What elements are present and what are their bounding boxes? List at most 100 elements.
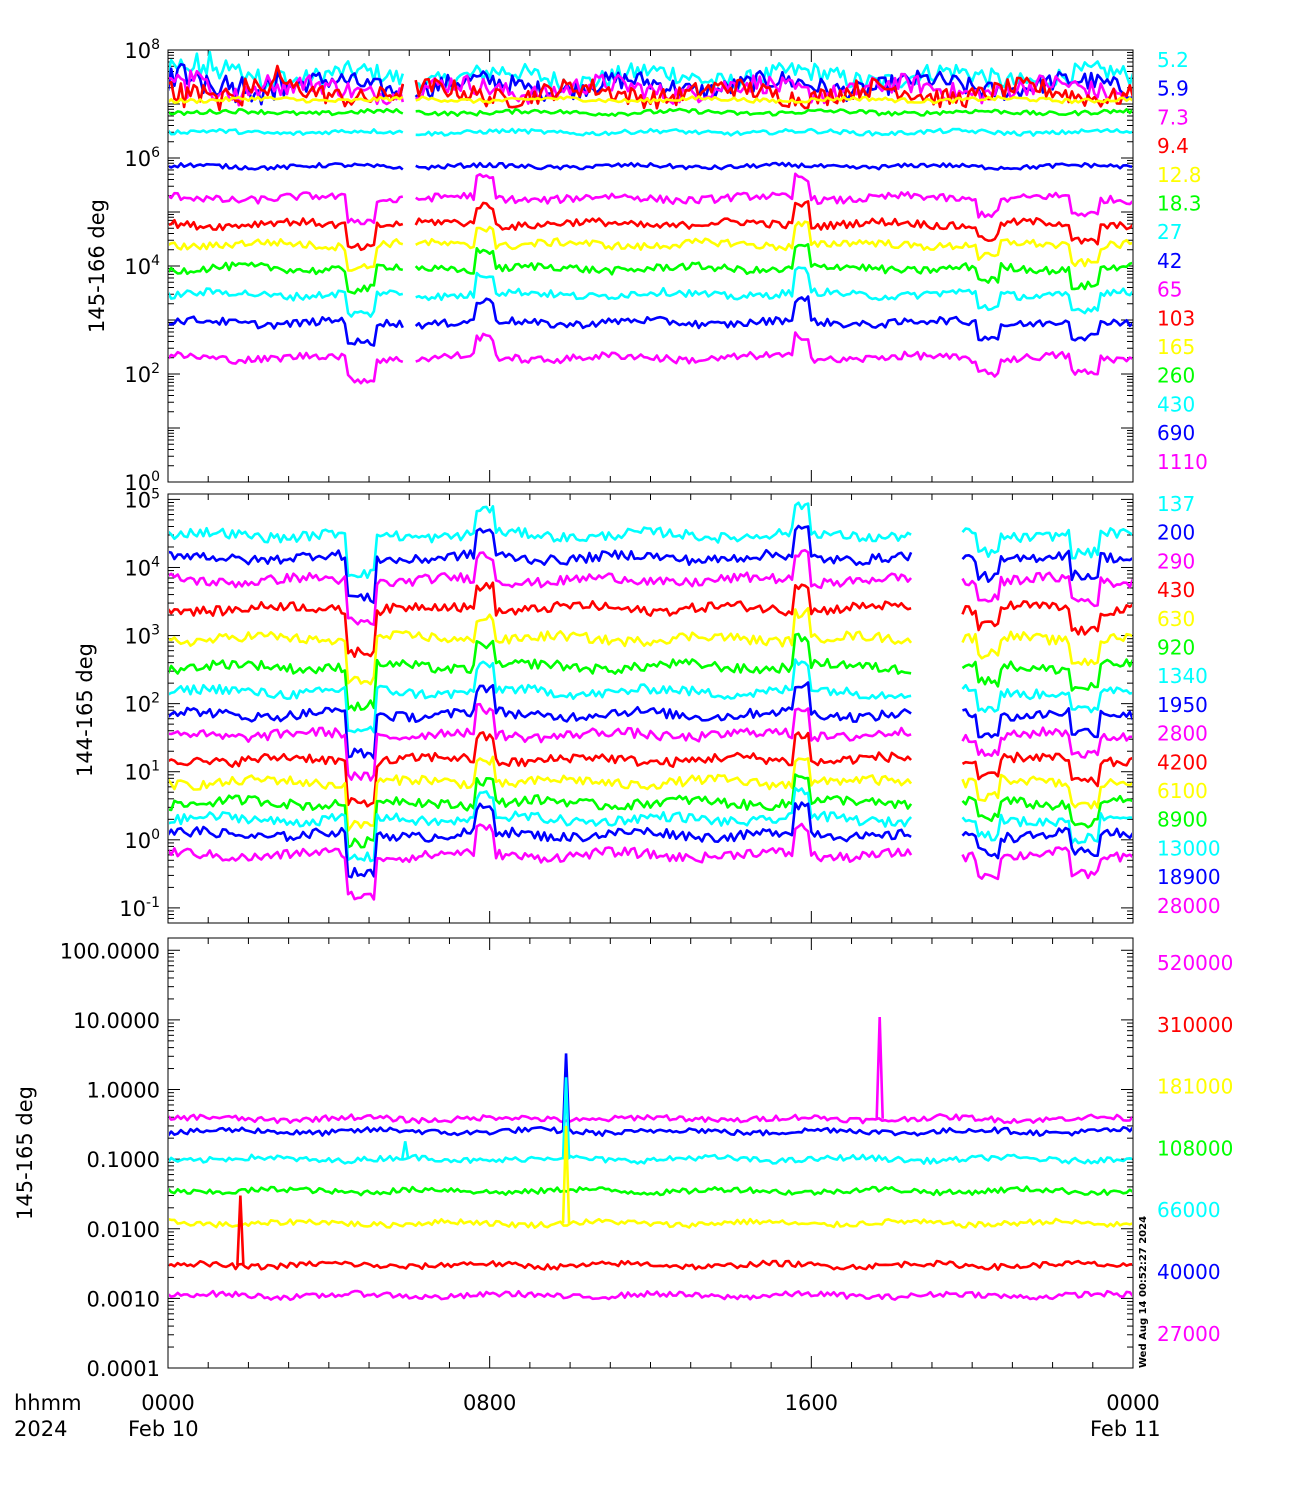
series-line-1110 [169, 331, 1132, 385]
y-tick-label: 102 [124, 361, 160, 387]
series-line-7.3 [169, 69, 1132, 107]
series-line-1950 [169, 681, 1132, 760]
legend-entry: 18900 [1157, 865, 1221, 889]
y-tick-label: 106 [124, 145, 160, 171]
y-tick-label: 100.0000 [60, 939, 160, 963]
legend-entry: 103 [1157, 306, 1195, 330]
spike [400, 1141, 410, 1160]
legend-entry: 520000 [1157, 951, 1233, 975]
series-line-27 [169, 127, 1132, 137]
legend-entry: 40000 [1157, 1260, 1221, 1284]
series-line-18.3 [169, 107, 1132, 117]
series-line-66000 [169, 1153, 1132, 1165]
legend-entry: 1110 [1157, 450, 1208, 474]
legend-entry: 630 [1157, 607, 1195, 631]
series-group [169, 1016, 1132, 1302]
y-tick-label: 0.1000 [87, 1148, 160, 1172]
panels-layer: 100 102 104 106 108 145-166 deg 5.2 5.9 7.3 9.4 12… [13, 37, 1233, 1415]
series-line-310000 [169, 1259, 1132, 1271]
timestamp-stamp: Wed Aug 14 00:52:27 2024 [1138, 1216, 1149, 1368]
series-line-137 [169, 501, 1132, 579]
legend-entry: 1950 [1157, 693, 1208, 717]
x-tick-label: 0000 [1106, 1391, 1159, 1415]
x-tick-label: 0000 [141, 1391, 194, 1415]
legend-entry: 7.3 [1157, 105, 1189, 129]
legend-entry: 920 [1157, 636, 1195, 660]
legend-entry: 27000 [1157, 1322, 1221, 1346]
legend-entry: 6100 [1157, 779, 1208, 803]
series-line-5.2 [169, 51, 1132, 94]
y-tick-label: 0.0100 [87, 1218, 160, 1242]
legend-entry: 165 [1157, 335, 1195, 359]
series-line-108000 [169, 1185, 1132, 1197]
start-date-label: Feb 10 [128, 1417, 199, 1441]
series-line-40000 [169, 1126, 1132, 1137]
legend-entry: 430 [1157, 392, 1195, 416]
y-tick-label: 10.0000 [73, 1009, 160, 1033]
legend-entry: 2800 [1157, 722, 1208, 746]
series-line-42 [169, 161, 1132, 171]
panel-frame [167, 49, 1134, 483]
panel-2: 10-1 100 101 102 103 104 105 144-165 deg 137 200 2… [73, 486, 1221, 924]
legend-entry: 9.4 [1157, 134, 1189, 158]
panel-frame [167, 937, 1134, 1369]
legend-entry: 5.9 [1157, 77, 1189, 101]
end-date-label: Feb 11 [1090, 1417, 1161, 1441]
legend-entry: 27 [1157, 220, 1182, 244]
series-line-690 [169, 295, 1132, 347]
series-line-13000 [169, 786, 1132, 863]
x-tick-label: 1600 [785, 1391, 838, 1415]
legend-entry: 310000 [1157, 1013, 1233, 1037]
legend-entry: 4200 [1157, 750, 1208, 774]
legend-entry: 260 [1157, 364, 1195, 388]
series-line-165 [169, 220, 1132, 272]
legend-entry: 5.2 [1157, 48, 1189, 72]
legend-entry: 42 [1157, 249, 1182, 273]
legend-entry: 65 [1157, 278, 1182, 302]
y-tick-label: 108 [124, 37, 160, 63]
panel-3: 0.0001 0.0010 0.0100 0.1000 1.0000 10.0000 100… [13, 937, 1233, 1415]
year-label: 2024 [14, 1417, 67, 1441]
series-line-2800 [169, 702, 1132, 782]
series-line-630 [169, 606, 1132, 686]
series-line-181000 [169, 1217, 1132, 1229]
y-tick-label: 0.0001 [87, 1357, 160, 1381]
series-line-12.8 [169, 95, 1132, 105]
series-line-9.4 [169, 64, 1132, 112]
y-tick-label: 0.0010 [87, 1287, 160, 1311]
time-axis-footer: hhmm 2024 Feb 10 Feb 11 Wed Aug 14 00:52… [14, 1216, 1161, 1441]
y-tick-label: 104 [124, 554, 160, 580]
series-line-4200 [169, 731, 1132, 808]
y-axis-label: 145-166 deg [85, 199, 109, 333]
series-line-6100 [169, 755, 1132, 832]
series-line-430 [169, 266, 1132, 318]
legend-entry: 66000 [1157, 1198, 1221, 1222]
legend-entry: 108000 [1157, 1136, 1233, 1160]
legend-entry: 8900 [1157, 808, 1208, 832]
y-tick-label: 1.0000 [87, 1079, 160, 1103]
legend-entry: 137 [1157, 492, 1195, 516]
spike [875, 1016, 884, 1119]
y-tick-label: 100 [124, 469, 160, 495]
legend-entry: 200 [1157, 521, 1195, 545]
legend-entry: 12.8 [1157, 163, 1202, 187]
y-tick-label: 100 [124, 827, 160, 853]
spike [561, 1077, 571, 1160]
spike [561, 1125, 571, 1224]
series-line-18900 [169, 801, 1132, 879]
panel-1: 100 102 104 106 108 145-166 deg 5.2 5.9 7.3 9.4 12… [85, 37, 1208, 495]
series-line-65 [169, 172, 1132, 226]
legend-entry: 290 [1157, 549, 1195, 573]
series-line-200 [169, 524, 1132, 605]
legend-entry: 181000 [1157, 1075, 1233, 1099]
series-group [169, 501, 1132, 901]
series-line-103 [169, 200, 1132, 252]
y-tick-label: 105 [124, 486, 160, 512]
series-line-290 [169, 548, 1132, 626]
series-line-430 [169, 581, 1132, 658]
series-line-260 [169, 243, 1132, 295]
series-line-8900 [169, 773, 1132, 849]
x-tick-label: 0800 [463, 1391, 516, 1415]
y-tick-label: 104 [124, 253, 160, 279]
y-axis-label: 145-165 deg [13, 1086, 37, 1220]
